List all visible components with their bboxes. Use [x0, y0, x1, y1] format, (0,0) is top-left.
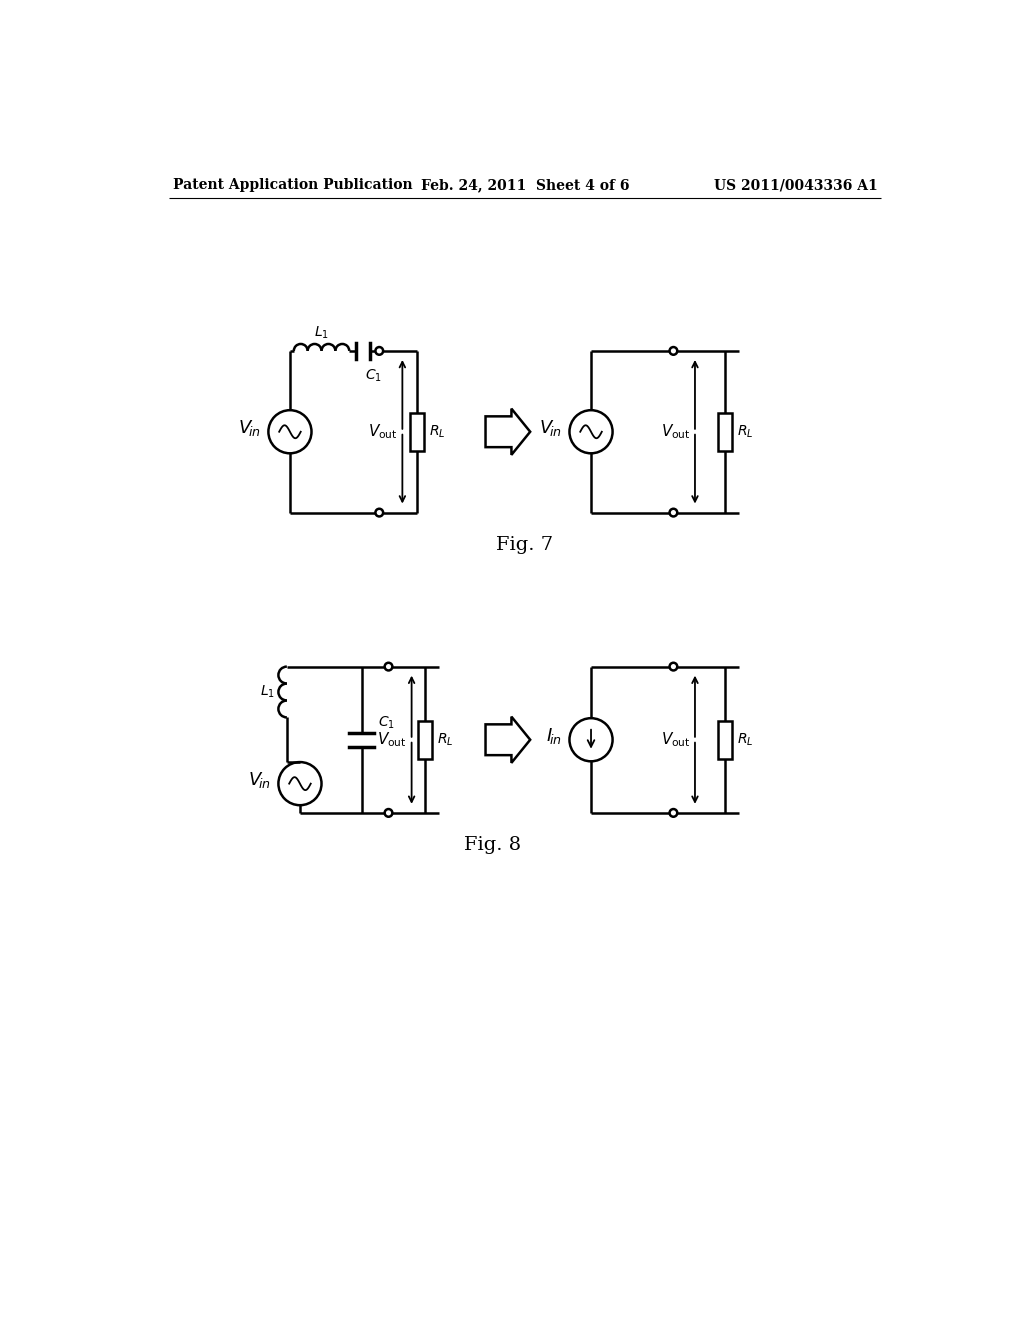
- Text: $R_L$: $R_L$: [737, 424, 754, 440]
- Circle shape: [376, 347, 383, 355]
- Text: $V_{\!in}$: $V_{\!in}$: [248, 770, 270, 789]
- Text: $C_1$: $C_1$: [379, 714, 395, 730]
- Circle shape: [376, 508, 383, 516]
- Text: $V_{\mathrm{out}}$: $V_{\mathrm{out}}$: [368, 422, 397, 441]
- Text: $R_L$: $R_L$: [429, 424, 445, 440]
- Text: $R_L$: $R_L$: [737, 731, 754, 748]
- Bar: [718, 721, 732, 759]
- Polygon shape: [485, 409, 530, 455]
- Text: Feb. 24, 2011  Sheet 4 of 6: Feb. 24, 2011 Sheet 4 of 6: [421, 178, 629, 193]
- Circle shape: [670, 809, 677, 817]
- Text: $V_{\mathrm{out}}$: $V_{\mathrm{out}}$: [377, 730, 407, 750]
- Text: Patent Application Publication: Patent Application Publication: [173, 178, 413, 193]
- Bar: [718, 412, 732, 451]
- Text: $L_1$: $L_1$: [314, 325, 329, 341]
- Text: $V_{\!in}$: $V_{\!in}$: [539, 418, 562, 438]
- Text: $V_{\mathrm{out}}$: $V_{\mathrm{out}}$: [660, 730, 690, 750]
- Circle shape: [670, 347, 677, 355]
- Bar: [418, 721, 432, 759]
- Text: $I_{\!in}$: $I_{\!in}$: [546, 726, 562, 746]
- Circle shape: [385, 663, 392, 671]
- Circle shape: [670, 663, 677, 671]
- Text: $L_1$: $L_1$: [259, 684, 274, 700]
- Text: $R_L$: $R_L$: [437, 731, 454, 748]
- Circle shape: [670, 508, 677, 516]
- Circle shape: [385, 809, 392, 817]
- Text: $V_{\mathrm{out}}$: $V_{\mathrm{out}}$: [660, 422, 690, 441]
- Polygon shape: [485, 717, 530, 763]
- Text: Fig. 7: Fig. 7: [497, 536, 553, 553]
- Text: $C_1$: $C_1$: [365, 368, 382, 384]
- Text: Fig. 8: Fig. 8: [464, 836, 521, 854]
- Bar: [410, 412, 424, 451]
- Text: $V_{\!in}$: $V_{\!in}$: [238, 418, 261, 438]
- Text: US 2011/0043336 A1: US 2011/0043336 A1: [714, 178, 878, 193]
